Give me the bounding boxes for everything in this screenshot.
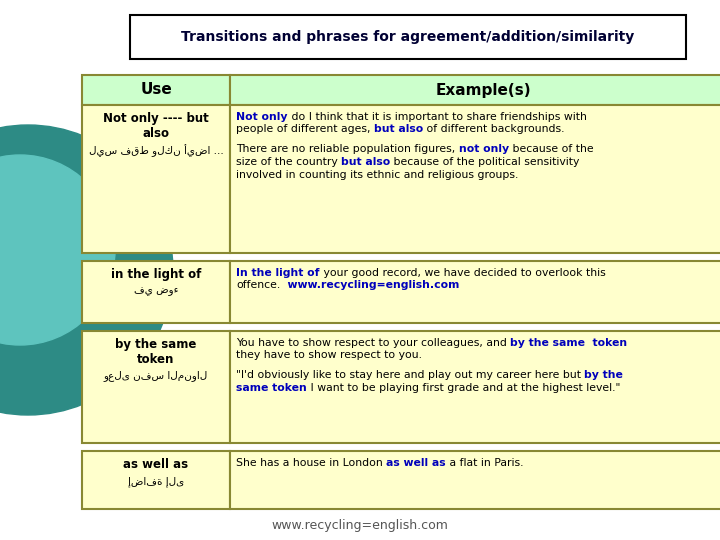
Text: I want to be playing first grade and at the highest level.": I want to be playing first grade and at … xyxy=(307,383,620,393)
Text: a flat in Paris.: a flat in Paris. xyxy=(446,458,523,468)
Text: as well as: as well as xyxy=(123,458,189,471)
Text: people of different ages,: people of different ages, xyxy=(236,125,374,134)
Text: because of the political sensitivity: because of the political sensitivity xyxy=(390,157,580,167)
Text: Not only ---- but
also: Not only ---- but also xyxy=(103,112,209,140)
Text: You have to show respect to your colleagues, and: You have to show respect to your colleag… xyxy=(236,338,510,348)
Text: they have to show respect to you.: they have to show respect to you. xyxy=(236,350,422,361)
Text: www.recycling=english.com: www.recycling=english.com xyxy=(271,518,449,531)
Text: ليس فقط ولكن أيضا ...: ليس فقط ولكن أيضا ... xyxy=(89,144,223,157)
Text: of different backgrounds.: of different backgrounds. xyxy=(423,125,564,134)
Circle shape xyxy=(0,155,115,345)
Text: by the same
token: by the same token xyxy=(115,338,197,366)
Text: involved in counting its ethnic and religious groups.: involved in counting its ethnic and reli… xyxy=(236,170,518,179)
Text: in the light of: in the light of xyxy=(111,268,201,281)
Text: There are no reliable population figures,: There are no reliable population figures… xyxy=(236,145,459,154)
Bar xyxy=(82,451,230,509)
Text: by the same  token: by the same token xyxy=(510,338,628,348)
Text: Use: Use xyxy=(140,83,172,98)
Text: "I'd obviously like to stay here and play out my career here but: "I'd obviously like to stay here and pla… xyxy=(236,370,585,381)
Bar xyxy=(230,105,720,253)
Text: وعلى نفس المنوال: وعلى نفس المنوال xyxy=(104,370,208,381)
Text: but also: but also xyxy=(374,125,423,134)
Text: إضافة إلى: إضافة إلى xyxy=(128,476,184,487)
Bar xyxy=(230,331,720,443)
Text: She has a house in London: She has a house in London xyxy=(236,458,386,468)
Text: but also: but also xyxy=(341,157,390,167)
Text: do I think that it is important to share friendships with: do I think that it is important to share… xyxy=(287,112,586,122)
Bar xyxy=(82,75,230,105)
Circle shape xyxy=(0,125,173,415)
Bar xyxy=(230,261,720,323)
Text: size of the country: size of the country xyxy=(236,157,341,167)
Text: Not only: Not only xyxy=(236,112,287,122)
Bar xyxy=(130,15,686,59)
Text: في ضوء: في ضوء xyxy=(134,286,179,296)
Bar xyxy=(82,261,230,323)
Bar xyxy=(82,105,230,253)
Text: by the: by the xyxy=(585,370,624,381)
Text: same token: same token xyxy=(236,383,307,393)
Bar xyxy=(82,331,230,443)
Text: Example(s): Example(s) xyxy=(435,83,531,98)
Bar xyxy=(230,451,720,509)
Text: Transitions and phrases for agreement/addition/similarity: Transitions and phrases for agreement/ad… xyxy=(181,30,634,44)
Text: as well as: as well as xyxy=(386,458,446,468)
Text: In the light of: In the light of xyxy=(236,268,320,278)
Bar xyxy=(230,75,720,105)
Text: your good record, we have decided to overlook this: your good record, we have decided to ove… xyxy=(320,268,606,278)
Text: because of the: because of the xyxy=(509,145,593,154)
Text: www.recycling=english.com: www.recycling=english.com xyxy=(280,280,459,291)
Text: offence.: offence. xyxy=(236,280,280,291)
Text: not only: not only xyxy=(459,145,509,154)
